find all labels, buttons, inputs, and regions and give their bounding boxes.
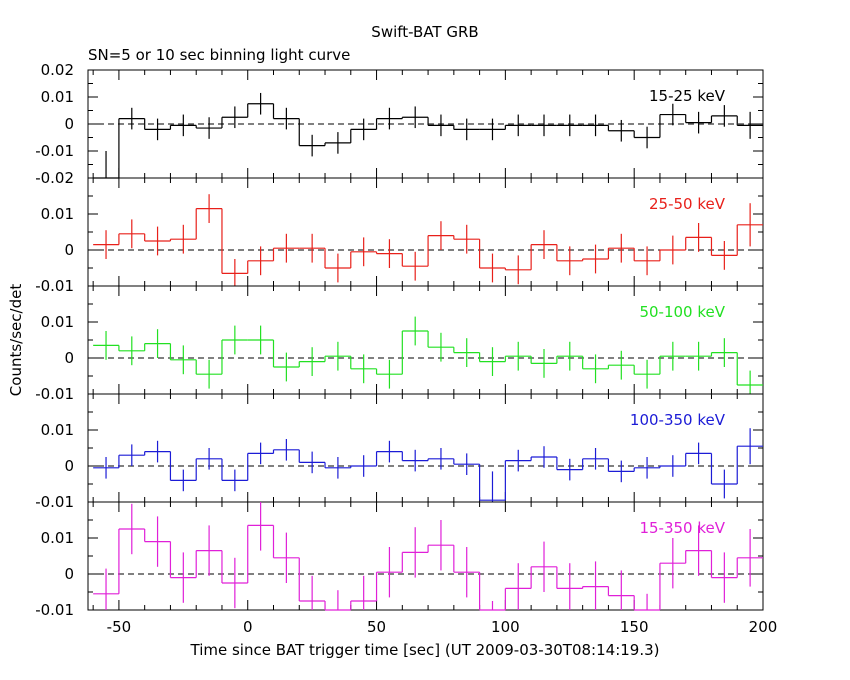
y-axis-label: Counts/sec/det — [7, 284, 25, 397]
panel-3-y-tick-label: 0.01 — [41, 313, 74, 331]
panel-1-y-tick-label: -0.02 — [35, 169, 74, 187]
panel-2-y-tick-label: -0.01 — [35, 277, 74, 295]
panel-1-y-tick-label: 0.01 — [41, 88, 74, 106]
chart-subtitle: SN=5 or 10 sec binning light curve — [88, 46, 350, 64]
panel-5-band-label: 15-350 keV — [639, 519, 725, 537]
panel-1-y-tick-label: 0.02 — [41, 61, 74, 79]
x-axis-label: Time since BAT trigger time [sec] (UT 20… — [190, 641, 660, 659]
x-tick-label: 50 — [367, 618, 386, 636]
panel-3-y-tick-label: -0.01 — [35, 385, 74, 403]
x-tick-label: 200 — [749, 618, 778, 636]
panel-3-y-tick-label: 0 — [64, 349, 74, 367]
x-tick-label: -50 — [107, 618, 132, 636]
chart-title: Swift-BAT GRB — [371, 23, 478, 41]
panel-2-band-label: 25-50 keV — [649, 195, 726, 213]
panel-2-y-tick-label: 0 — [64, 241, 74, 259]
panels: -0.02 -0.01 0 0.01 0.02 15-25 keV -0.01 0 0.01 25… — [35, 61, 777, 636]
panel-2-y-tick-label: 0.01 — [41, 205, 74, 223]
panel-1-y-tick-label: -0.01 — [35, 142, 74, 160]
panel-5-y-tick-label: 0 — [64, 565, 74, 583]
panel-5-y-tick-label: -0.01 — [35, 601, 74, 619]
panel-4-y-tick-label: 0.01 — [41, 421, 74, 439]
panel-5-y-tick-label: 0.01 — [41, 529, 74, 547]
panel-4-band-label: 100-350 keV — [630, 411, 726, 429]
x-tick-label: 150 — [620, 618, 649, 636]
panel-1-band-label: 15-25 keV — [649, 87, 726, 105]
panel-3-band-label: 50-100 keV — [639, 303, 725, 321]
panel-4-y-tick-label: 0 — [64, 457, 74, 475]
x-tick-label: 0 — [243, 618, 253, 636]
panel-4-y-tick-label: -0.01 — [35, 493, 74, 511]
x-tick-label: 100 — [491, 618, 520, 636]
panel-1-y-tick-label: 0 — [64, 115, 74, 133]
